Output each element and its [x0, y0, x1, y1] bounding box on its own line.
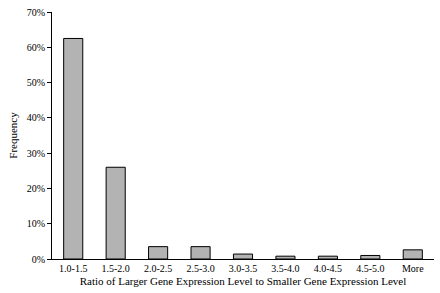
svg-text:Frequency: Frequency [7, 112, 19, 159]
svg-text:50%: 50% [27, 77, 45, 88]
svg-text:More: More [402, 263, 424, 274]
svg-text:1.5-2.0: 1.5-2.0 [101, 263, 129, 274]
svg-text:2.5-3.0: 2.5-3.0 [186, 263, 214, 274]
svg-text:1.0-1.5: 1.0-1.5 [59, 263, 87, 274]
svg-text:0%: 0% [32, 254, 45, 265]
svg-text:3.5-4.0: 3.5-4.0 [271, 263, 299, 274]
svg-text:10%: 10% [27, 218, 45, 229]
svg-text:40%: 40% [27, 112, 45, 123]
svg-text:70%: 70% [27, 7, 45, 18]
svg-text:4.5-5.0: 4.5-5.0 [356, 263, 384, 274]
svg-text:Ratio of Larger Gene Expressio: Ratio of Larger Gene Expression Level to… [80, 275, 407, 287]
svg-text:30%: 30% [27, 148, 45, 159]
svg-text:4.0-4.5: 4.0-4.5 [314, 263, 342, 274]
svg-text:2.0-2.5: 2.0-2.5 [144, 263, 172, 274]
svg-text:20%: 20% [27, 183, 45, 194]
svg-text:3.0-3.5: 3.0-3.5 [229, 263, 257, 274]
svg-text:60%: 60% [27, 42, 45, 53]
